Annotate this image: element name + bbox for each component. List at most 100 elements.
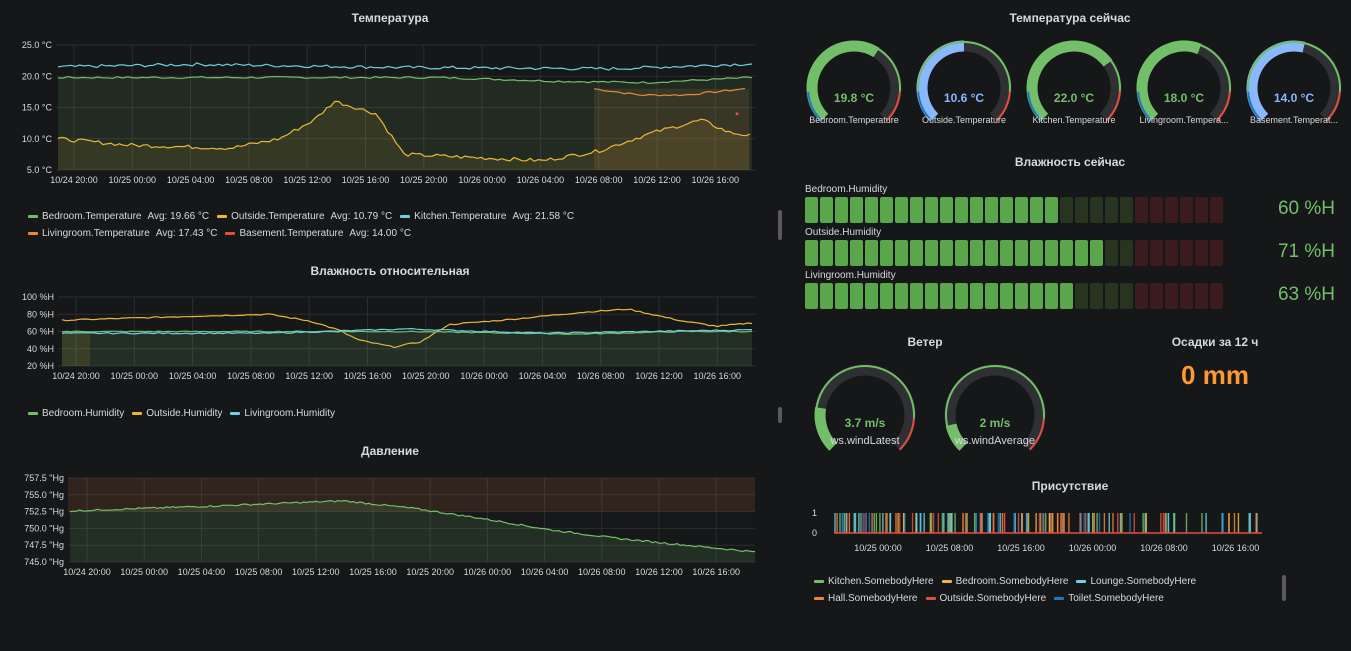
x-tick-label: 10/25 16:00 (349, 567, 397, 577)
panel-title[interactable]: Присутствие (1031, 479, 1109, 493)
gauge-value: 3.7 m/s (845, 416, 886, 430)
x-tick-label: 10/25 08:00 (225, 175, 273, 185)
x-tick-label: 10/26 12:00 (633, 175, 681, 185)
legend-item[interactable]: Bedroom.Temperature Avg: 19.66 °C (28, 208, 209, 225)
y-tick-label: 60 %H (27, 327, 54, 337)
legend-item[interactable]: Kitchen.Temperature Avg: 21.58 °C (400, 208, 574, 225)
humidity-panel: Влажность относительная 100 %H 80 %H 60 %H… (0, 255, 782, 430)
gauge: 3.7 m/s (814, 364, 916, 451)
gauge-threshold-mid (917, 41, 1011, 92)
gauge-fill (1136, 40, 1202, 122)
legend-item[interactable]: Bedroom.Humidity (28, 405, 124, 422)
legend-name: Outside.SomebodyHere (939, 593, 1047, 603)
x-tick-label: 10/25 12:00 (283, 175, 331, 185)
x-tick-label: 10/26 04:00 (521, 567, 569, 577)
temperature-chart[interactable]: 25.0 °C 20.0 °C 15.0 °C 10.0 °C 5.0 °C10/24 … (0, 0, 780, 200)
x-tick-label: 10/25 04:00 (167, 175, 215, 185)
bar-gauge-cell (925, 240, 938, 266)
x-tick-label: 10/25 12:00 (285, 371, 333, 381)
gauge-value: 22.0 °C (1054, 91, 1094, 105)
bar-gauge-cell (1075, 197, 1088, 223)
legend-scrollbar[interactable] (1282, 575, 1286, 601)
legend-item[interactable]: Toilet.SomebodyHere (1054, 590, 1164, 603)
pressure-line (69, 499, 756, 553)
bar-gauge-cell (955, 283, 968, 309)
legend-item[interactable]: Kitchen.SomebodyHere (814, 573, 934, 590)
bar-gauge-cell (1060, 240, 1073, 266)
panel-title[interactable]: Температура сейчас (1009, 11, 1131, 25)
legend-item[interactable]: Bedroom.SomebodyHere (941, 573, 1068, 590)
pressure-chart[interactable]: 757.5 "Hg 755.0 "Hg 752.5 "Hg 750.0 "Hg 747.… (0, 440, 780, 590)
gauge-label: ws.windLatest (830, 435, 900, 447)
y-tick-label: 752.5 "Hg (24, 507, 64, 517)
gauge-threshold-mid (815, 365, 915, 419)
x-tick-label: 10/26 16:00 (694, 371, 742, 381)
legend-avg: Avg: 14.00 °C (349, 228, 412, 239)
bar-gauge-cell (1105, 283, 1118, 309)
bar-gauge-cell (925, 197, 938, 223)
panel-title[interactable]: Осадки за 12 ч (1171, 335, 1259, 349)
gauge-threshold-low (945, 418, 962, 451)
legend-item[interactable]: Livingroom.Temperature Avg: 17.43 °C (28, 225, 217, 242)
panel-title[interactable]: Ветер (907, 335, 943, 349)
bar-gauge-cell (1195, 283, 1208, 309)
bar-gauge-cell (1015, 197, 1028, 223)
legend-name: Kitchen.Temperature (414, 211, 507, 222)
gauge-threshold-low (815, 418, 832, 451)
x-tick-label: 10/25 20:00 (400, 175, 448, 185)
bar-gauge-cell (835, 197, 848, 223)
x-tick-label: 10/26 16:00 (692, 567, 740, 577)
bar-gauge-cell (1030, 197, 1043, 223)
legend-item[interactable]: Outside.Humidity (132, 405, 222, 422)
panel-title[interactable]: Влажность относительная (310, 264, 470, 278)
legend-name: Lounge.SomebodyHere (1090, 576, 1197, 587)
legend-swatch (230, 411, 241, 415)
humidity-legend: Bedroom.Humidity Outside.Humidity Livingro… (28, 405, 343, 422)
legend-item[interactable]: Outside.Temperature Avg: 10.79 °C (217, 208, 392, 225)
legend-scrollbar[interactable] (778, 407, 782, 423)
temperature-panel: Температура 25.0 °C 20.0 °C 15.0 °C 10.0 °C… (0, 0, 782, 250)
legend-item[interactable]: Hall.SomebodyHere (814, 590, 918, 603)
gauge-label: Bedroom.Temperature (809, 115, 899, 125)
panel-title[interactable]: Температура (351, 11, 429, 25)
gauge-threshold-low (1137, 91, 1153, 122)
legend-scrollbar[interactable] (778, 210, 782, 240)
legend-swatch (28, 411, 38, 415)
pressure-panel: Давление 757.5 "Hg 755.0 "Hg 752.5 "Hg 750.… (0, 440, 780, 590)
kitchen-line (57, 62, 753, 71)
legend-name: Kitchen.SomebodyHere (828, 576, 934, 587)
temperature-now-panel: Температура сейчас 19.8 °C Bedroom.Temper… (800, 0, 1342, 140)
bar-gauge-cell (1060, 197, 1073, 223)
legend-item[interactable]: Outside.SomebodyHere (925, 590, 1047, 603)
legend-name: Bedroom.Humidity (42, 408, 125, 419)
bar-gauge-cell (880, 283, 893, 309)
presence-panel: Присутствие 1 0 10/25 00:00 10/25 08:00 10/2… (800, 475, 1340, 610)
presence-chart[interactable]: 1 0 10/25 00:00 10/25 08:00 10/25 16:00 10/26… (800, 475, 1270, 560)
humidity-chart[interactable]: 100 %H 80 %H 60 %H 40 %H 20 %H10/24 20:00 10/… (0, 255, 780, 395)
bar-gauge-cell (1135, 283, 1148, 309)
bar-gauge-cell (1195, 197, 1208, 223)
x-tick-label: 10/26 04:00 (517, 175, 565, 185)
bar-gauge-cell (1165, 240, 1178, 266)
outside-area (62, 331, 90, 366)
bar-gauge-cell (970, 240, 983, 266)
panel-title[interactable]: Влажность сейчас (1014, 155, 1126, 169)
x-tick-label: 10/26 08:00 (575, 175, 623, 185)
y-tick-label: 755.0 "Hg (24, 490, 64, 500)
bar-gauge-cell (1210, 283, 1223, 309)
bar-gauge-cell (1015, 240, 1028, 266)
bar-gauge-cell (985, 240, 998, 266)
outside-area (58, 101, 750, 170)
panel-title[interactable]: Давление (361, 444, 419, 458)
legend-item[interactable]: Basement.Temperature Avg: 14.00 °C (225, 225, 411, 242)
gauge-threshold-low (1247, 91, 1263, 122)
y-tick-label: 757.5 "Hg (24, 473, 64, 483)
legend-item[interactable]: Lounge.SomebodyHere (1076, 573, 1196, 590)
gauge-threshold-high (898, 418, 915, 451)
x-tick-label: 10/25 08:00 (235, 567, 283, 577)
bar-gauge (805, 283, 1225, 309)
legend-item[interactable]: Livingroom.Humidity (230, 405, 335, 422)
bar-gauge-cell (865, 197, 878, 223)
bedroom-area (62, 331, 752, 366)
gauge-threshold-high (1215, 91, 1231, 122)
